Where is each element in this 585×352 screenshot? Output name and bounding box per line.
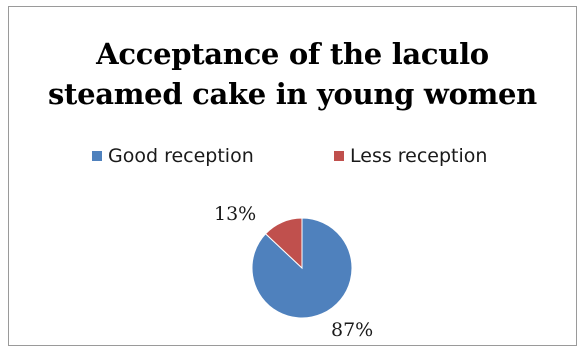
legend-item-less-reception: Less reception xyxy=(334,145,487,167)
pie-slice-less-reception xyxy=(264,217,303,270)
data-label-less-reception: 13% xyxy=(214,203,257,225)
chart-title-line-2: steamed cake in young women xyxy=(48,77,537,111)
legend-swatch-good-reception xyxy=(92,151,102,161)
legend-swatch-less-reception xyxy=(334,151,344,161)
chart-title: Acceptance of the laculo steamed cake in… xyxy=(0,34,585,114)
legend-label-less-reception: Less reception xyxy=(350,145,488,167)
chart-title-line-1: Acceptance of the laculo xyxy=(96,37,489,71)
data-label-good-reception: 87% xyxy=(331,319,374,341)
legend-item-good-reception: Good reception xyxy=(92,145,254,167)
legend-label-good-reception: Good reception xyxy=(108,145,254,167)
legend: Good reception Less reception xyxy=(0,145,585,169)
